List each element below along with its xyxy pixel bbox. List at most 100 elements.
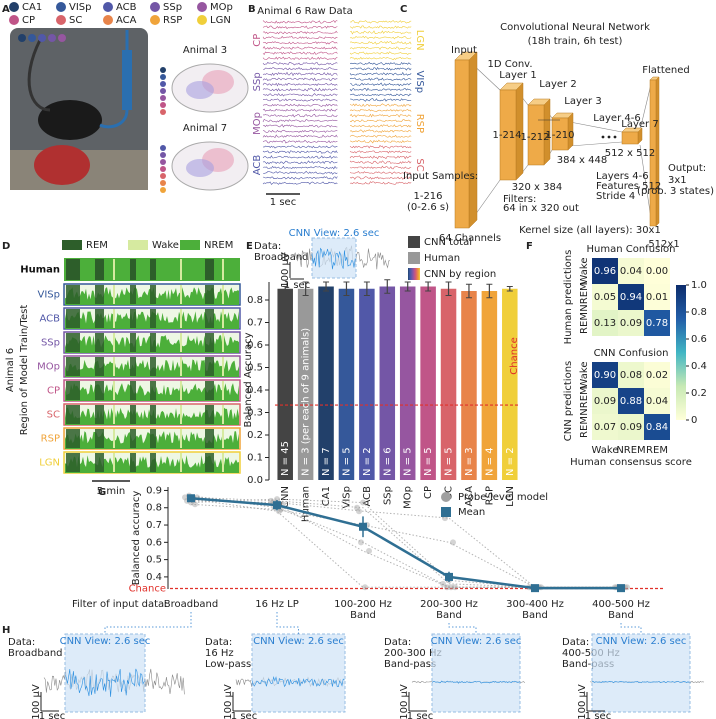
- row-label: NREM: [579, 386, 590, 415]
- wake-band: [180, 381, 182, 400]
- col-label: REM: [646, 445, 668, 456]
- bar: [440, 288, 457, 480]
- photo-dot: [28, 34, 36, 42]
- wake-band: [113, 259, 115, 280]
- wake-band: [113, 333, 115, 352]
- panel-letter: H: [2, 625, 10, 636]
- heatmap-cell: [618, 362, 644, 388]
- x-tick-label: Band: [350, 610, 376, 621]
- colorbar: [676, 285, 686, 420]
- probe-line: [190, 503, 621, 588]
- cell-label: 0.04: [620, 266, 642, 277]
- rem-band: [150, 453, 156, 472]
- legend-label: Probe-level model: [458, 492, 548, 503]
- diagram-label: Layer 4-6: [593, 113, 640, 124]
- legend-swatch: [441, 492, 451, 502]
- legend-swatch: [408, 268, 420, 280]
- n-label: N = 3 (per each of 9 animals): [301, 328, 312, 476]
- rem-band: [205, 357, 214, 376]
- scale-label: 100 µV: [399, 684, 410, 719]
- rem-band: [150, 285, 156, 304]
- panel-letter: D: [2, 241, 10, 252]
- diagram-label: 3x1: [668, 175, 687, 186]
- wake-band: [222, 285, 224, 304]
- connector: [448, 623, 477, 634]
- raw-trace: [262, 61, 338, 66]
- wake-band: [180, 357, 182, 376]
- region-label: MOp: [252, 112, 263, 135]
- probe-line: [190, 498, 621, 588]
- scale-label: 100 µV: [280, 252, 291, 288]
- photo-dot: [58, 34, 66, 42]
- legend-label: SSp: [163, 2, 182, 13]
- legend-swatch: [408, 236, 420, 248]
- probe-point: [362, 584, 368, 591]
- rem-band: [205, 285, 214, 304]
- legend-label: MOp: [210, 2, 233, 13]
- cnn-view: [591, 633, 691, 713]
- raw-trace: [262, 160, 338, 165]
- probe-dot: [160, 109, 166, 115]
- y-tick-label: 0.5: [247, 363, 263, 374]
- layer-front: [551, 117, 569, 151]
- rem-band: [205, 333, 214, 352]
- legend-dot: [103, 2, 113, 12]
- rem-band: [150, 357, 156, 376]
- wake-band: [222, 357, 224, 376]
- x-tick-label: Human: [301, 486, 312, 522]
- scale-label: 1 sec: [585, 711, 611, 719]
- raw-trace: [349, 119, 412, 123]
- cnn-view-label: CNN View: 2.6 sec: [60, 636, 151, 647]
- axis-label: Filter of input data:: [72, 599, 168, 610]
- x-tick-label: MOp: [403, 486, 414, 509]
- raw-trace: [349, 93, 412, 97]
- probe-dot: [160, 81, 166, 87]
- inset-trace-view: [591, 680, 690, 684]
- photo-dot: [38, 34, 46, 42]
- diagram-label: Input Samples:: [403, 171, 478, 182]
- probe-point: [358, 539, 364, 546]
- heatmap-cell: [644, 258, 670, 284]
- legend-dot: [9, 2, 19, 12]
- x-tick-label: CP: [423, 486, 434, 499]
- raw-trace: [349, 134, 412, 138]
- raw-trace: [349, 40, 412, 45]
- raw-trace: [349, 46, 412, 50]
- legend-swatch: [62, 240, 82, 250]
- scale-label: 1 sec: [231, 711, 257, 719]
- rem-band: [95, 333, 104, 352]
- heatmap-cell: [618, 414, 644, 440]
- rem-band: [66, 285, 80, 304]
- raw-trace: [262, 108, 338, 112]
- raw-trace: [349, 113, 412, 118]
- y-tick-label: 0.4: [247, 385, 263, 396]
- colorbar-label: 1.0: [691, 280, 707, 291]
- heatmap-title: CNN Confusion: [594, 348, 669, 359]
- wake-band: [222, 309, 224, 328]
- bar: [379, 286, 396, 480]
- mean-point: [359, 522, 367, 531]
- rem-band: [66, 429, 80, 448]
- raw-trace: [349, 160, 412, 164]
- rem-band: [95, 357, 104, 376]
- probe-point: [274, 496, 280, 503]
- probe-point: [450, 539, 456, 546]
- diagram-label: (prob. 3 states): [637, 186, 714, 197]
- y-tick-label: 0.0: [247, 475, 263, 486]
- inset-label: Data:: [254, 241, 281, 252]
- wake-band: [113, 357, 115, 376]
- y-tick-label: 0.9: [146, 485, 162, 496]
- raw-trace: [349, 51, 412, 55]
- row-label: LGN: [39, 458, 60, 469]
- region-label: ACB: [252, 155, 263, 176]
- rem-band: [130, 405, 136, 424]
- row-label: Human: [20, 265, 60, 276]
- rem-band: [205, 429, 214, 448]
- chance-label: Chance: [129, 583, 166, 594]
- legend-dot: [56, 15, 66, 25]
- raw-trace: [349, 35, 412, 40]
- y-tick-label: 0.6: [146, 537, 162, 548]
- cnn-view: [431, 633, 521, 713]
- y-tick-label: 0.8: [146, 503, 162, 514]
